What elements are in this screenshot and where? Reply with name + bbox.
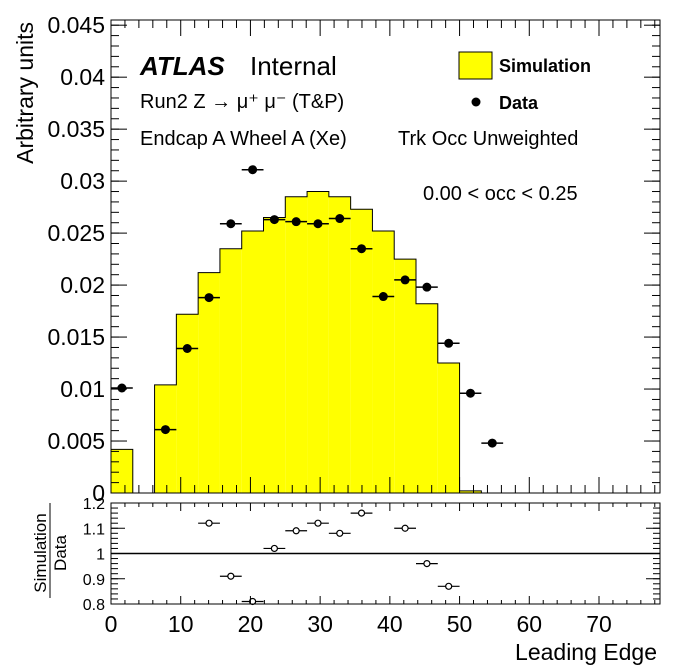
main-y-tick-label: 0.025 <box>47 220 105 246</box>
simulation-bin <box>372 231 395 493</box>
simulation-bin <box>350 209 373 493</box>
data-point <box>487 438 497 448</box>
data-point <box>335 214 345 224</box>
ratio-point <box>314 519 322 527</box>
simulation-outline <box>110 191 482 494</box>
ratio-point <box>270 544 278 553</box>
data-point <box>444 338 454 348</box>
x-axis-title: Leading Edge <box>515 639 657 665</box>
data-point <box>313 219 323 229</box>
simulation-bin <box>176 314 199 493</box>
simulation-bin <box>241 231 264 493</box>
ratio-y-tick-label: 1 <box>96 547 105 564</box>
main-y-tick-label: 0.005 <box>47 428 105 454</box>
data-point <box>160 425 170 435</box>
ratio-point <box>205 519 213 527</box>
simulation-bin <box>111 449 133 493</box>
ratio-y-axis-title: Simulation Data <box>31 503 70 598</box>
main-y-tick-label: 0.03 <box>60 168 105 194</box>
ratio-y-title-numerator: Simulation <box>31 513 50 592</box>
simulation-histogram <box>110 191 482 494</box>
ratio-point <box>292 527 300 535</box>
ratio-point <box>357 509 366 517</box>
data-point <box>204 293 214 303</box>
data-point <box>400 275 410 285</box>
x-tick-label: 0 <box>105 611 118 637</box>
ratio-points <box>198 509 460 606</box>
ratio-x-axis: 0 10 20 30 40 50 60 70 <box>105 503 656 637</box>
main-y-axis: 0 0.005 0.01 0.015 0.02 0.025 0.03 0.035 0.04 0.0… <box>47 12 660 506</box>
internal-label: Internal <box>250 51 337 81</box>
main-y-tick-label: 0.035 <box>47 116 105 142</box>
ratio-point <box>401 524 409 532</box>
data-point <box>182 344 192 354</box>
legend-simulation-swatch <box>458 51 493 80</box>
ratio-y-tick-label: 0.9 <box>83 572 105 589</box>
ratio-y-title-denominator: Data <box>51 535 70 571</box>
legend-data-label: Data <box>499 93 539 113</box>
x-tick-label: 30 <box>307 611 333 637</box>
weighting-label: Trk Occ Unweighted <box>398 128 578 150</box>
x-tick-label: 70 <box>586 611 612 637</box>
data-point <box>117 383 127 393</box>
atlas-label: ATLAS <box>139 51 225 81</box>
main-y-tick-label: 0.015 <box>47 324 105 350</box>
ratio-y-axis: 0.8 0.9 1 1.1 1.2 <box>83 496 660 614</box>
simulation-bin <box>459 490 482 493</box>
simulation-bin <box>437 363 460 493</box>
legend: Simulation Data <box>458 51 591 113</box>
x-tick-label: 20 <box>238 611 264 637</box>
main-y-tick-label: 0.045 <box>47 12 105 38</box>
x-tick-label: 40 <box>377 611 403 637</box>
ratio-point <box>445 582 453 590</box>
x-tick-label: 50 <box>447 611 473 637</box>
simulation-bin <box>328 196 351 493</box>
main-y-tick-label: 0.04 <box>60 64 105 90</box>
data-point <box>226 219 236 229</box>
occupancy-range-label: 0.00 < occ < 0.25 <box>423 183 578 205</box>
simulation-bin <box>198 272 220 493</box>
ratio-y-tick-label: 0.8 <box>83 597 105 614</box>
data-point <box>291 217 301 227</box>
x-tick-label: 10 <box>168 611 194 637</box>
data-point <box>248 165 258 175</box>
run-label: Run2 Z → μ⁺ μ⁻ (T&P) <box>140 91 344 113</box>
main-y-tick-label: 0.02 <box>60 272 105 298</box>
data-points <box>111 165 504 448</box>
legend-data-marker <box>471 97 481 107</box>
data-point <box>422 282 432 292</box>
main-x-ticks <box>110 20 656 493</box>
ratio-point <box>423 559 431 568</box>
main-plot-frame <box>110 19 661 494</box>
ratio-y-tick-label: 1.1 <box>83 521 105 538</box>
simulation-bin <box>219 248 242 493</box>
data-point <box>269 215 279 225</box>
simulation-bin <box>285 196 308 493</box>
ratio-y-tick-label: 1.2 <box>83 496 105 513</box>
main-y-tick-label: 0 <box>92 480 105 506</box>
region-label: Endcap A Wheel A (Xe) <box>140 128 347 150</box>
simulation-bin <box>394 259 416 493</box>
data-point <box>465 388 475 398</box>
simulation-bin <box>307 191 329 493</box>
main-y-tick-label: 0.01 <box>60 376 105 402</box>
x-tick-label: 60 <box>516 611 542 637</box>
ratio-point <box>227 572 235 580</box>
ratio-point <box>336 529 344 537</box>
simulation-bin <box>154 384 177 493</box>
simulation-bin <box>263 217 286 493</box>
legend-simulation-label: Simulation <box>499 56 591 76</box>
simulation-bin <box>416 303 438 493</box>
data-point <box>378 292 388 302</box>
main-y-axis-title: Arbitrary units <box>12 22 38 164</box>
data-point <box>357 244 367 254</box>
